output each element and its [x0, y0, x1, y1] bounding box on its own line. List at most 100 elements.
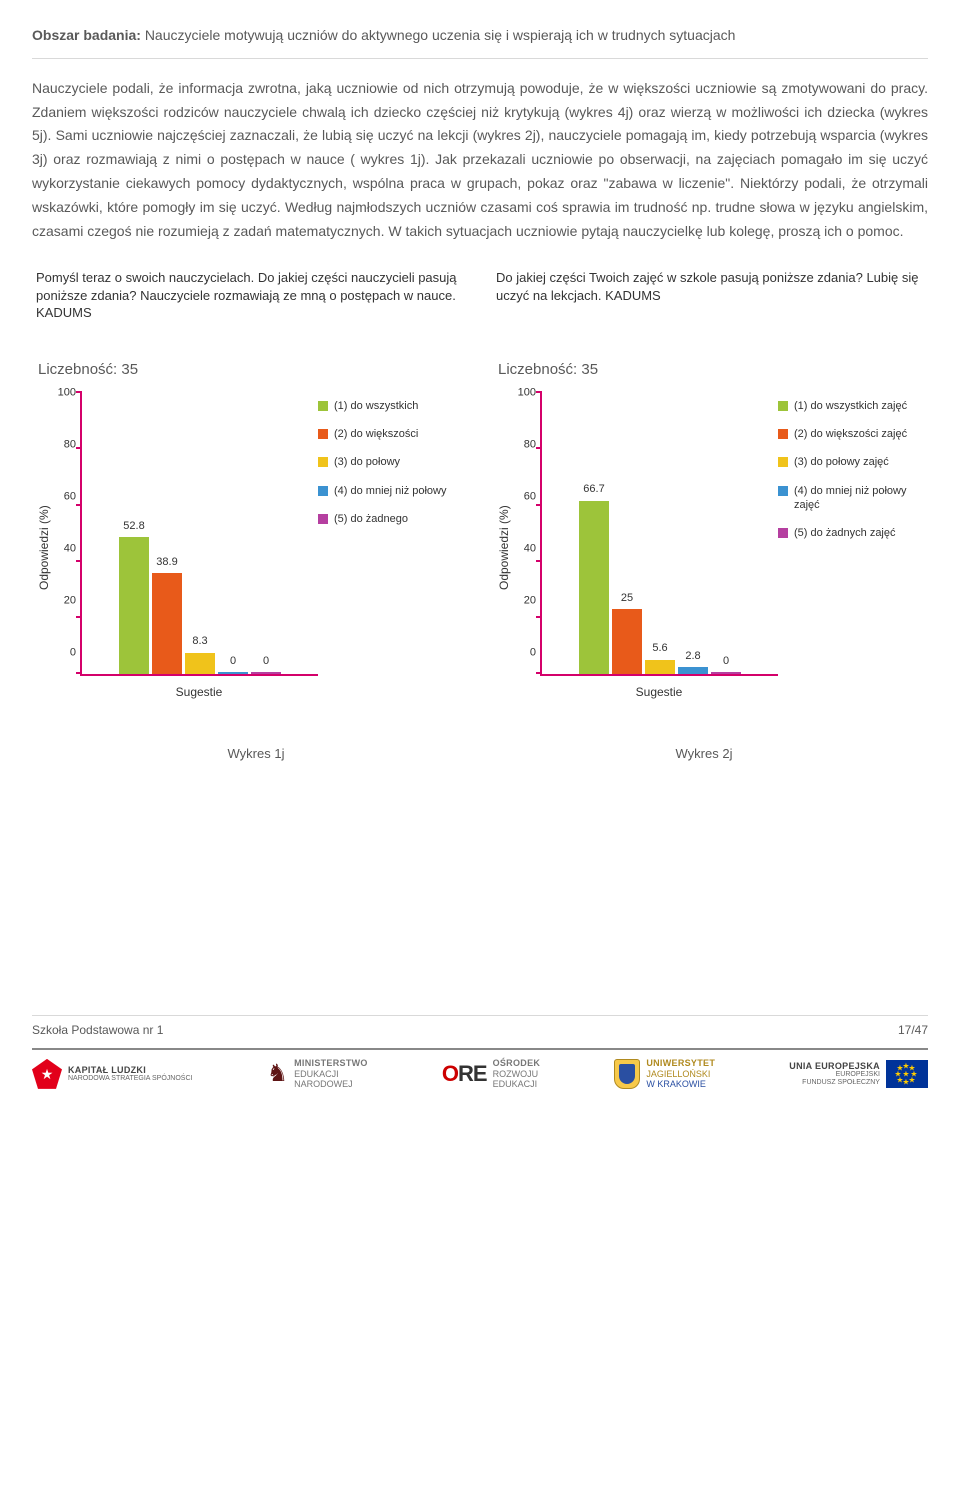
chart1-xlabel: Sugestie — [80, 682, 318, 702]
ore-icon: ORE — [442, 1061, 487, 1086]
legend-label: (4) do mniej niż połowy zajęć — [794, 484, 928, 513]
chart1-ylabel: Odpowiedzi (%) — [32, 393, 50, 703]
men-l1: MINISTERSTWO — [294, 1058, 368, 1068]
bar-value-label: 5.6 — [652, 639, 667, 658]
ytick: 0 — [530, 644, 536, 663]
ytick: 40 — [524, 540, 536, 559]
legend-item: (5) do żadnych zajęć — [778, 526, 928, 540]
bar: 0 — [218, 652, 248, 675]
bar-rect — [218, 672, 248, 674]
logo-men: ♞ MINISTERSTWO EDUKACJI NARODOWEJ — [267, 1058, 368, 1089]
bar: 5.6 — [645, 639, 675, 674]
bar-value-label: 8.3 — [192, 632, 207, 651]
bar-rect — [152, 573, 182, 674]
ytick: 60 — [64, 488, 76, 507]
legend-swatch — [318, 429, 328, 439]
ore-l3: EDUKACJI — [493, 1079, 541, 1089]
ytick: 100 — [518, 384, 536, 403]
bar: 52.8 — [119, 517, 149, 675]
legend-swatch — [778, 457, 788, 467]
page-footer: Szkoła Podstawowa nr 1 17/47 — [32, 1015, 928, 1048]
ytick: 40 — [64, 540, 76, 559]
chart2-yticks: 020406080100 — [510, 393, 540, 653]
legend-swatch — [318, 401, 328, 411]
kl-icon — [32, 1059, 62, 1089]
chart-2: Do jakiej części Twoich zajęć w szkole p… — [492, 269, 928, 703]
bar: 2.8 — [678, 647, 708, 675]
legend-swatch — [778, 486, 788, 496]
ore-l1: OŚRODEK — [493, 1058, 541, 1068]
charts-row: Pomyśl teraz o swoich nauczycielach. Do … — [32, 269, 928, 703]
bar-rect — [579, 501, 609, 674]
legend-swatch — [318, 514, 328, 524]
legend-item: (1) do wszystkich — [318, 399, 468, 413]
chart-1: Pomyśl teraz o swoich nauczycielach. Do … — [32, 269, 468, 703]
legend-item: (1) do wszystkich zajęć — [778, 399, 928, 413]
legend-label: (1) do wszystkich zajęć — [794, 399, 907, 413]
area-title: Nauczyciele motywują uczniów do aktywneg… — [145, 27, 736, 43]
legend-label: (2) do większości — [334, 427, 418, 441]
bar: 0 — [251, 652, 281, 675]
eu-l1: UNIA EUROPEJSKA — [789, 1061, 880, 1071]
chart1-legend: (1) do wszystkich (2) do większości (3) do… — [318, 393, 468, 703]
bar-rect — [185, 653, 215, 675]
bar-rect — [251, 672, 281, 674]
chart1-caption: Wykres 1j — [32, 743, 480, 765]
bar-value-label: 0 — [263, 652, 269, 671]
legend-item: (3) do połowy — [318, 455, 468, 469]
chart1-count: Liczebność: 35 — [38, 357, 468, 383]
legend-swatch — [778, 429, 788, 439]
logo-eu: UNIA EUROPEJSKA EUROPEJSKI FUNDUSZ SPOŁE… — [789, 1060, 928, 1088]
legend-item: (4) do mniej niż połowy zajęć — [778, 484, 928, 513]
kl-title: KAPITAŁ LUDZKI — [68, 1065, 192, 1075]
chart2-caption: Wykres 2j — [480, 743, 928, 765]
eu-l3: FUNDUSZ SPOŁECZNY — [789, 1079, 880, 1087]
kl-sub: NARODOWA STRATEGIA SPÓJNOŚCI — [68, 1075, 192, 1083]
footer-left: Szkoła Podstawowa nr 1 — [32, 1020, 163, 1040]
eu-flag-icon — [886, 1060, 928, 1088]
legend-label: (3) do połowy zajęć — [794, 455, 889, 469]
chart2-legend: (1) do wszystkich zajęć (2) do większości… — [778, 393, 928, 703]
bar-rect — [678, 667, 708, 674]
legend-label: (1) do wszystkich — [334, 399, 418, 413]
eu-l2: EUROPEJSKI — [789, 1071, 880, 1079]
legend-item: (2) do większości — [318, 427, 468, 441]
legend-label: (2) do większości zajęć — [794, 427, 907, 441]
footer-right: 17/47 — [898, 1020, 928, 1040]
ore-l2: ROZWOJU — [493, 1069, 541, 1079]
bar-value-label: 0 — [230, 652, 236, 671]
legend-swatch — [318, 486, 328, 496]
logo-uj: UNIWERSYTET JAGIELLOŃSKI W KRAKOWIE — [614, 1058, 715, 1089]
bar-value-label: 66.7 — [583, 480, 604, 499]
legend-item: (5) do żadnego — [318, 512, 468, 526]
bar-value-label: 25 — [621, 589, 633, 608]
bar-rect — [612, 609, 642, 674]
chart1-plot: 52.8 38.9 8.3 0 0 — [80, 393, 318, 677]
ytick: 20 — [64, 592, 76, 611]
body-paragraph: Nauczyciele podali, że informacja zwrotn… — [32, 77, 928, 244]
uj-l3: W KRAKOWIE — [646, 1079, 715, 1089]
legend-item: (2) do większości zajęć — [778, 427, 928, 441]
chart2-plot: 66.7 25 5.6 2.80 — [540, 393, 778, 677]
shield-icon — [614, 1059, 640, 1089]
footer-logos: KAPITAŁ LUDZKI NARODOWA STRATEGIA SPÓJNO… — [32, 1048, 928, 1103]
bar-value-label: 38.9 — [156, 553, 177, 572]
chart2-count: Liczebność: 35 — [498, 357, 928, 383]
legend-label: (5) do żadnych zajęć — [794, 526, 896, 540]
chart1-title: Pomyśl teraz o swoich nauczycielach. Do … — [32, 269, 468, 343]
bar-rect — [711, 672, 741, 674]
logo-kapital-ludzki: KAPITAŁ LUDZKI NARODOWA STRATEGIA SPÓJNO… — [32, 1059, 192, 1089]
bar: 66.7 — [579, 480, 609, 674]
uj-l2: JAGIELLOŃSKI — [646, 1069, 715, 1079]
area-label: Obszar badania: — [32, 27, 141, 43]
chart2-ylabel: Odpowiedzi (%) — [492, 393, 510, 703]
chart-captions: Wykres 1j Wykres 2j — [32, 743, 928, 765]
section-header: Obszar badania: Nauczyciele motywują ucz… — [32, 24, 928, 59]
legend-label: (3) do połowy — [334, 455, 400, 469]
legend-swatch — [778, 401, 788, 411]
legend-item: (3) do połowy zajęć — [778, 455, 928, 469]
bar: 0 — [711, 652, 741, 675]
ytick: 100 — [58, 384, 76, 403]
legend-label: (4) do mniej niż połowy — [334, 484, 447, 498]
legend-label: (5) do żadnego — [334, 512, 408, 526]
